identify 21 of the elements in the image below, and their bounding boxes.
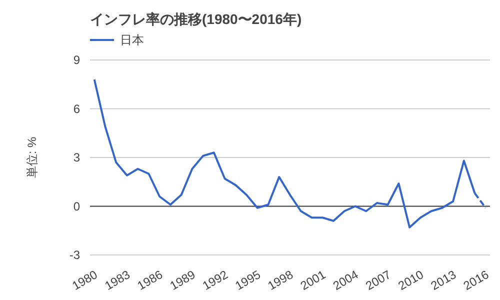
x-tick-label: 1989 (168, 267, 198, 293)
x-tick-label: 2010 (396, 267, 426, 293)
x-tick-label: 2001 (298, 267, 328, 293)
x-tick-label: 1983 (102, 267, 133, 293)
x-tick-label: 2016 (461, 267, 492, 293)
x-tick-label: 2004 (330, 267, 361, 293)
y-axis-title: 単位: % (25, 136, 39, 178)
y-tick-label: 0 (73, 199, 80, 214)
x-tick-label: 1980 (70, 267, 100, 293)
x-tick-label: 1998 (265, 267, 296, 293)
chart-title: インフレ率の推移(1980〜2016年) (90, 11, 302, 27)
y-tick-label: 6 (73, 102, 80, 116)
y-tick-label: -3 (69, 248, 80, 262)
x-tick-label: 1986 (134, 267, 166, 293)
x-tick-label: 2013 (428, 267, 459, 293)
x-tick-label: 1992 (200, 267, 231, 293)
legend-label: 日本 (120, 33, 144, 47)
y-tick-label: 3 (73, 150, 80, 164)
x-tick-label: 1995 (232, 267, 264, 293)
x-tick-label: 2007 (363, 267, 394, 293)
y-tick-label: 9 (73, 53, 80, 67)
